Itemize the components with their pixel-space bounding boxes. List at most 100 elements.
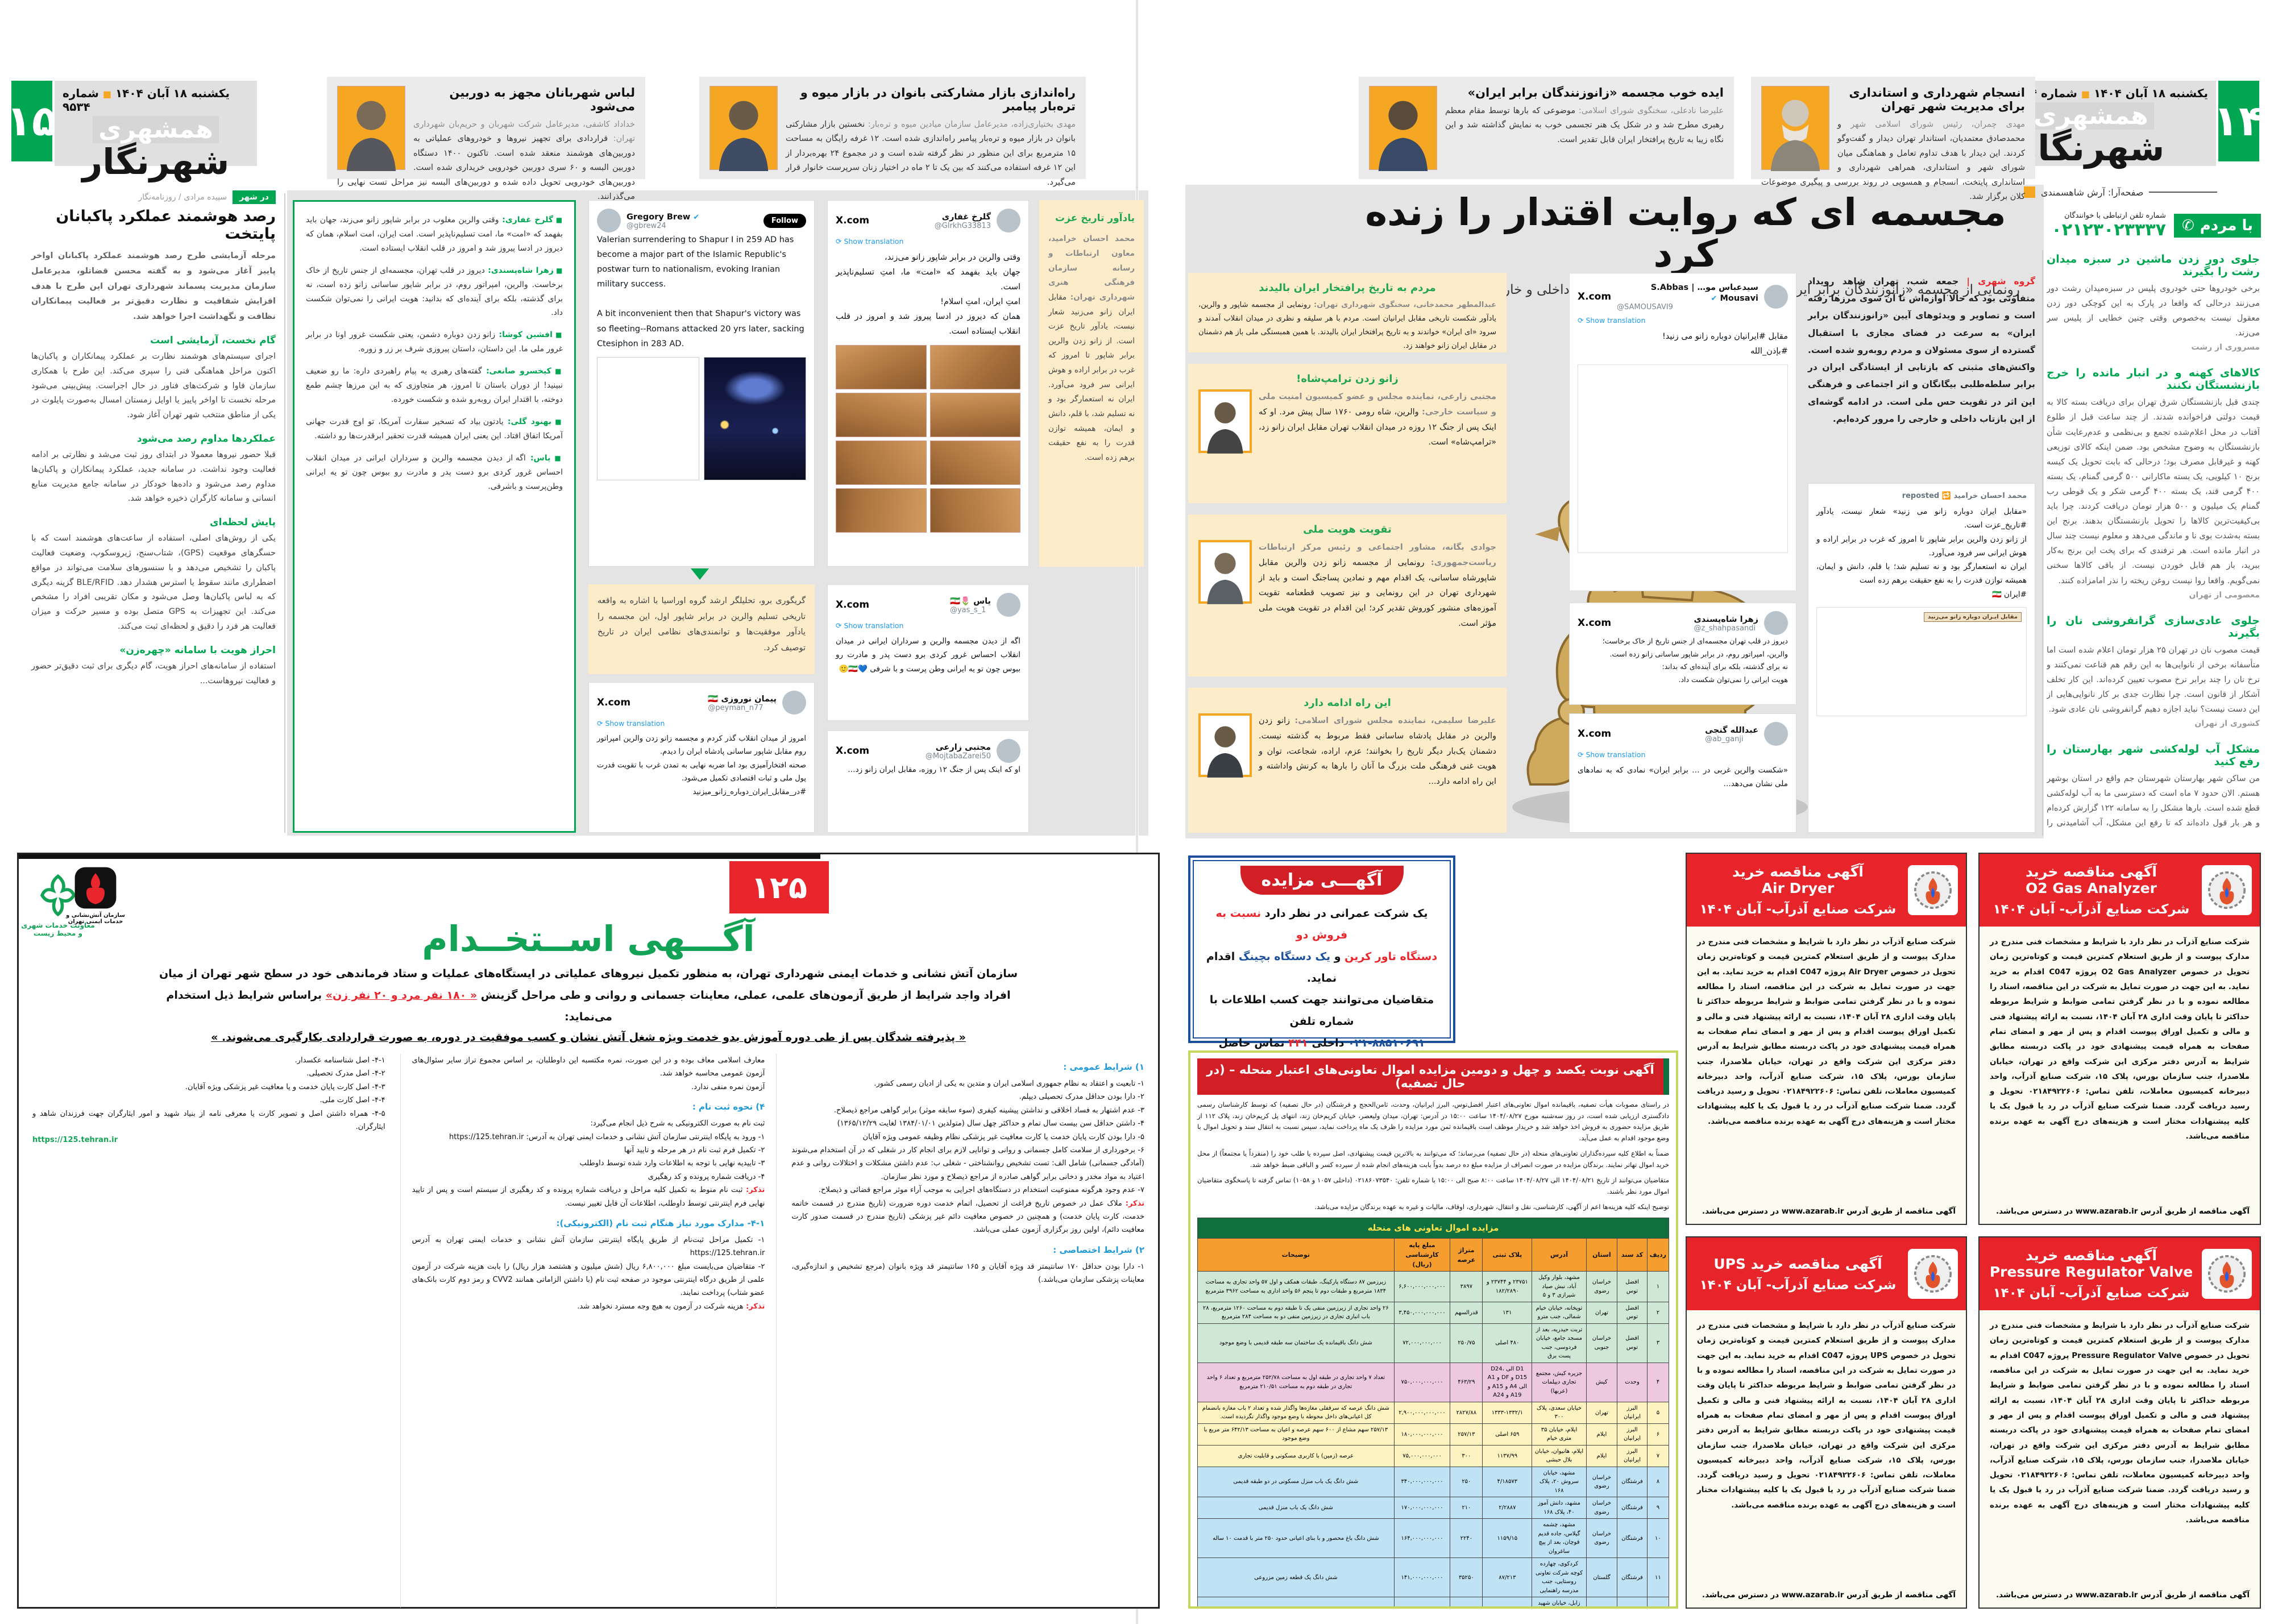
bullet-square-icon: ■	[551, 417, 563, 426]
employment-item: ۴-۵- همراه داشتن اصل و تصویر کارت یا معر…	[32, 1109, 385, 1131]
tweet-gregory-brew[interactable]: Gregory Brew ✔ @gbrew24 Follow Valerian …	[588, 200, 815, 567]
section-heading: احراز هویت با سامانه «چهره‌زن»	[119, 644, 276, 656]
collage-cell	[929, 440, 1020, 485]
table-cell: ۸۷/۲۱۳	[1482, 1557, 1533, 1598]
show-translation[interactable]: ⟳ Show translation	[1578, 750, 1646, 759]
letter-title: مشکل آب لوله‌کشی شهر بهارستان را رفع کنی…	[2047, 743, 2260, 769]
tender-url[interactable]: www.azarab.ir	[1781, 1590, 1844, 1600]
tweet-author: گلرخ غفاری	[941, 213, 991, 222]
letter-body: برخی خودروها حتی خودروی پلیس در سبزه‌مید…	[2047, 284, 2260, 338]
table-row: ۱ افضل توس خراسان رضوی مشهد، بلوار وکیل آبا…	[1197, 1271, 1670, 1302]
speaker-photo	[709, 86, 778, 172]
tender-title: آگهی مناقصه خرید UPS	[1713, 1255, 1882, 1272]
tweet-text: Valerian surrendering to Shapur I in 259…	[597, 235, 804, 348]
letter-title: کالاهای کهنه و در انبار مانده را خرج باز…	[2047, 367, 2260, 392]
quote-speaker: محمد احسان خرامید، معاون ارتباطات و رسان…	[1048, 234, 1135, 302]
table-cell: البرز ایرانیان	[1617, 1401, 1648, 1424]
tweet-mousavi[interactable]: سیدعباس مو… | S.Abbas Mousavi ✔ @SAMOUSA…	[1569, 273, 1796, 591]
show-translation[interactable]: ⟳ Show translation	[836, 621, 904, 630]
tweet-yas[interactable]: یاس 🌷🇮🇷 @yas_s_1 X.com ⟳ Show translatio…	[827, 584, 1029, 721]
table-cell: خیابان سعدی، پلاک ۳۰۰	[1532, 1401, 1587, 1424]
news-card-shahrban[interactable]: لباس شهربانان مجهز به دوربین می‌شود خداد…	[327, 77, 645, 201]
employment-item: ۴-۱- اصل شناسنامه عکسدار.	[294, 1056, 385, 1065]
table-cell: ۳۸۹۷	[1450, 1271, 1483, 1302]
reaction-text: زانو زدن دوباره دشمن، یعنی شکست غرور اون…	[306, 330, 563, 354]
tender-url[interactable]: www.azarab.ir	[1781, 1207, 1844, 1216]
show-translation[interactable]: ⟳ Show translation	[1578, 316, 1646, 325]
tweet-golrokh[interactable]: گلرخ غفاری @GlrkhG33813 X.com ⟳ Show tra…	[827, 200, 1029, 567]
table-cell: D1 الی D24، D15 و DF و A1 الی A4 و A15 و…	[1482, 1362, 1533, 1402]
tweet-mojtaba[interactable]: مجتبی زارعی @MojtabaZarei50 X.com او که …	[827, 730, 1029, 833]
table-cell: تعداد ۷ واحد تجاری در طبقه اول به مساحت …	[1197, 1362, 1395, 1402]
column-rule	[2042, 250, 2043, 836]
tweet-ganji[interactable]: عبدالله گنجی @ab_ganji X.com ⟳ Show tran…	[1569, 713, 1796, 833]
bullet-square-icon: ■	[551, 367, 563, 376]
tender-company-line: شرکت صنایع آذرآب- آبان ۱۴۰۴	[1699, 1277, 1897, 1293]
auction-text: دستگاه تاور کرین	[1345, 950, 1438, 963]
table-row: ۴ وحدت کیش جزیره کیش، مجتمع تجاری دیپلمات (…	[1197, 1362, 1670, 1402]
employment-item: ۳- تاییدیه نهایی با توجه به اطلاعات وارد…	[579, 1159, 765, 1168]
tender-title-block: آگهی مناقصه خرید UPS شرکت صنایع آذرآب- آب…	[1695, 1256, 1901, 1293]
tweet-text: «مقابل ایران دوباره زانو می زنید» شعار ن…	[1816, 507, 2027, 599]
tweet-text: مقابل #ایرانیان دوباره زانو می زنید! #بإ…	[1662, 332, 1788, 356]
tender-url[interactable]: www.azarab.ir	[2075, 1207, 2138, 1216]
avatar	[997, 209, 1020, 232]
news-card-bazaar[interactable]: راه‌اندازی بازار مشارکتی بانوان در بازار…	[699, 77, 1086, 187]
reactions-box: ■ گلرخ غفاری: وقتی والرین مغلوب در برابر…	[293, 200, 576, 833]
employment-intro: سازمان آتش نشانی و خدمات ایمنی شهرداری ت…	[159, 967, 1018, 1023]
employment-item: ۱- تکمیل مراحل ثبت‌نام از طریق پایگاه ای…	[412, 1235, 765, 1258]
tweet-handle: @ab_ganji	[1705, 735, 1744, 744]
card-title: ایده خوب مجسمه «زانوزنندگان برابر ایران»	[1467, 86, 1724, 99]
page15-date: یکشنبه ۱۸ آبان ۱۴۰۴ ■ شماره ۹۵۳۴	[63, 86, 230, 114]
table-cell: ۱۱۳۷/۹۹	[1482, 1444, 1533, 1467]
tweet-handle: @gbrew24	[626, 222, 666, 230]
table-cell: تربت حیدریه، بعد از مسجد جامع، خیابان فر…	[1532, 1323, 1587, 1363]
table-cell: وحدت	[1617, 1362, 1648, 1402]
tweet-peyman[interactable]: پیمان نوروزی 🇮🇷 @peyman_n77 X.com ⟳ Show…	[588, 682, 815, 833]
show-translation[interactable]: ⟳ Show translation	[836, 237, 904, 246]
table-cell: توپخانه، خیابان خیام شمالی، جنب مترو	[1532, 1301, 1587, 1324]
table-cell: ۱۳۱	[1482, 1301, 1533, 1324]
avatar	[1764, 722, 1788, 746]
auction-title: آگهـــی مزایده	[1240, 866, 1404, 895]
table-cell: شش دانگ عرصه که سرقفلی مغازه‌ها واگذار ش…	[1197, 1401, 1395, 1424]
reaction-text: اگه از دیدن مجسمه والرین و سرداران ایران…	[306, 453, 563, 491]
news-card-ensijam[interactable]: انسجام شهرداری و استانداری برای مدیریت ش…	[1751, 77, 2035, 201]
reaction-text: یادتون بیاد که تسخیر سفارت آمریکا، تو او…	[306, 417, 563, 441]
employment-note: تذکر: ملاک عمل در خصوص تاریخ فراغت از تح…	[791, 1199, 1144, 1235]
table-cell: ۲۳۷۵۱ و ۲۳۷۴۴ و ۱۸۲/۲۸۹۰	[1482, 1271, 1533, 1302]
table-cell: ۱۰	[1646, 1518, 1670, 1559]
news-card-edeh-khub[interactable]: ایده خوب مجسمه «زانوزنندگان برابر ایران»…	[1359, 77, 1734, 179]
employment-col-left: ۴-۱- اصل شناسنامه عکسدار. ۴-۲- اصل مدرک ت…	[32, 1054, 385, 1608]
auction-line: دستگاه تاور کرین و یک دستگاه بچینگ اقدام…	[1205, 946, 1438, 989]
avatar	[1764, 611, 1788, 635]
card-title: لباس شهربانان مجهز به دوربین می‌شود	[449, 86, 635, 113]
table-cell: شش دانگ باقیمانده یک ساختمان سه طبقه قدی…	[1197, 1323, 1395, 1363]
follow-button[interactable]: Follow	[763, 213, 806, 228]
letter-body: قیمت مصوب نان در تهران ۲۵ هزار تومان اعل…	[2047, 645, 2260, 714]
ba-mardom-badge: با مردم ✆	[2173, 214, 2261, 238]
quote-body: عبدالمطهر محمدخانی، سخنگوی شهرداری تهران…	[1198, 301, 1496, 351]
tender-title: آگهی مناقصه خرید Pressure Regulator Valv…	[1989, 1247, 2193, 1280]
show-translation[interactable]: ⟳ Show translation	[597, 719, 665, 728]
auction-paragraph: متقاضیان می‌توانند از تاریخ ۱۴۰۴/۰۸/۲۱ ا…	[1197, 1176, 1669, 1195]
tweet-author: یاس 🌷🇮🇷	[949, 597, 991, 606]
tender-url[interactable]: www.azarab.ir	[2075, 1590, 2138, 1600]
relief-photo: مقابل ایـران دوباره زانو می‌زنید	[1816, 607, 2027, 717]
auction-text: و	[1330, 950, 1345, 963]
collage-cell	[929, 344, 1020, 389]
reaction-name: زهرا شاه‌پسندی:	[484, 265, 554, 275]
tweet-zahra[interactable]: زهرا شاه‌پسندی @z_shahpasandi X.com دیرو…	[1569, 603, 1796, 705]
section-body: اجرای سیستم‌های هوشمند نظارت بر عملکرد پ…	[31, 352, 276, 420]
table-cell: ۱۱۵۹/۱۵	[1482, 1518, 1533, 1559]
auction-text: ۴۴۱	[1288, 1037, 1308, 1049]
x-logo-icon: X.com	[597, 697, 631, 708]
table-cell: ایلام، هانیوان، خیابان بلال حبشی	[1532, 1444, 1587, 1467]
tweet-khoramid-repost[interactable]: محمد احسان خرامید 🔁 reposted «مقابل ایرا…	[1808, 483, 2035, 833]
employment-ad-title: آگـــهی اســتخــدام	[422, 918, 755, 960]
employment-section-heading: ۱) شرایط عمومی :	[1063, 1062, 1144, 1072]
bullet-square-icon: ■	[553, 216, 563, 224]
table-cell: شش دانگ باغ محصور و با بنای اعیانی حدود …	[1197, 1518, 1395, 1559]
employment-link[interactable]: https://125.tehran.ir	[32, 1136, 118, 1145]
letter-source: معصومی از تهران	[2189, 590, 2260, 600]
